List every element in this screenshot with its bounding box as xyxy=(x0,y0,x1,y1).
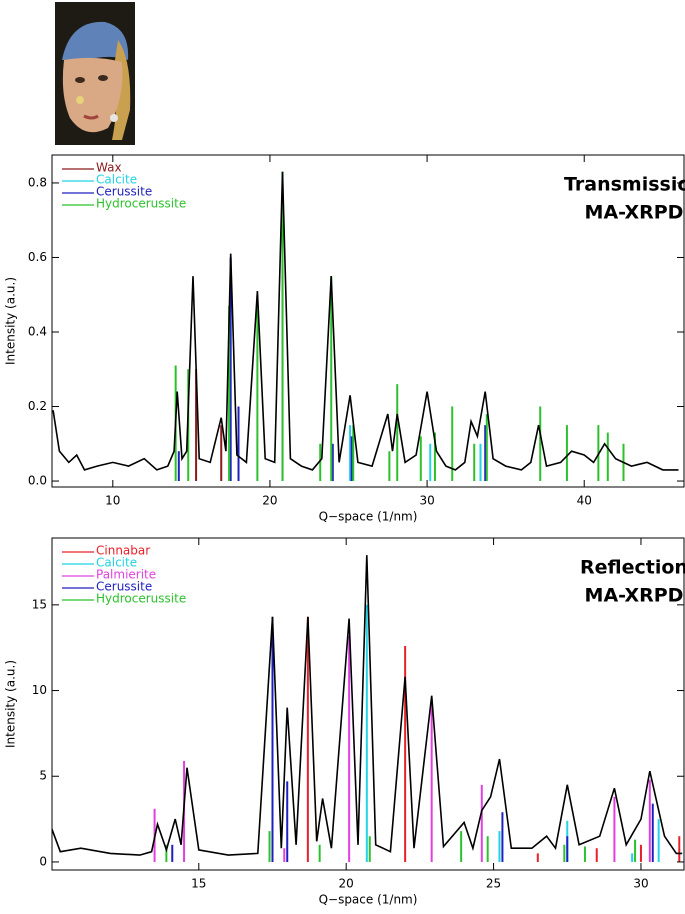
y-tick-label: 0 xyxy=(39,854,47,868)
y-tick-label: 0.0 xyxy=(28,474,47,488)
x-tick-label: 15 xyxy=(191,877,206,891)
x-tick-label: 30 xyxy=(419,494,434,508)
y-axis-label: Intensity (a.u.) xyxy=(4,277,18,365)
portrait-image xyxy=(55,2,135,145)
y-tick-label: 0.8 xyxy=(28,175,47,189)
y-tick-label: 5 xyxy=(39,769,47,783)
y-tick-label: 15 xyxy=(32,597,47,611)
x-axis-label: Q−space (1/nm) xyxy=(319,893,418,907)
y-tick-label: 0.4 xyxy=(28,324,47,338)
y-axis-label: Intensity (a.u.) xyxy=(4,660,18,748)
legend-label: Hydrocerussite xyxy=(96,592,186,606)
x-tick-label: 20 xyxy=(262,494,277,508)
x-tick-label: 30 xyxy=(633,877,648,891)
chart: 15 20 25 30 0 5 10 15 Q−space (1/nm) Intensity (a… xyxy=(4,538,685,907)
x-axis-label: Q−space (1/nm) xyxy=(319,510,418,524)
legend-label: Hydrocerussite xyxy=(96,197,186,211)
x-tick-label: 20 xyxy=(339,877,354,891)
annotation: Reflection xyxy=(580,557,685,579)
x-tick-label: 40 xyxy=(577,494,592,508)
y-tick-label: 0.2 xyxy=(28,399,47,413)
y-tick-label: 0.6 xyxy=(28,250,47,264)
y-tick-label: 10 xyxy=(32,683,47,697)
x-tick-label: 25 xyxy=(486,877,501,891)
annotation: MA-XRPD xyxy=(585,202,684,224)
annotation: Transmission xyxy=(564,174,685,196)
annotation: MA-XRPD xyxy=(585,585,684,607)
chart: 10 20 30 40 0.0 0.2 0.4 0.6 0.8 Q−space (1/nm) Int… xyxy=(4,155,685,524)
x-tick-label: 10 xyxy=(105,494,120,508)
